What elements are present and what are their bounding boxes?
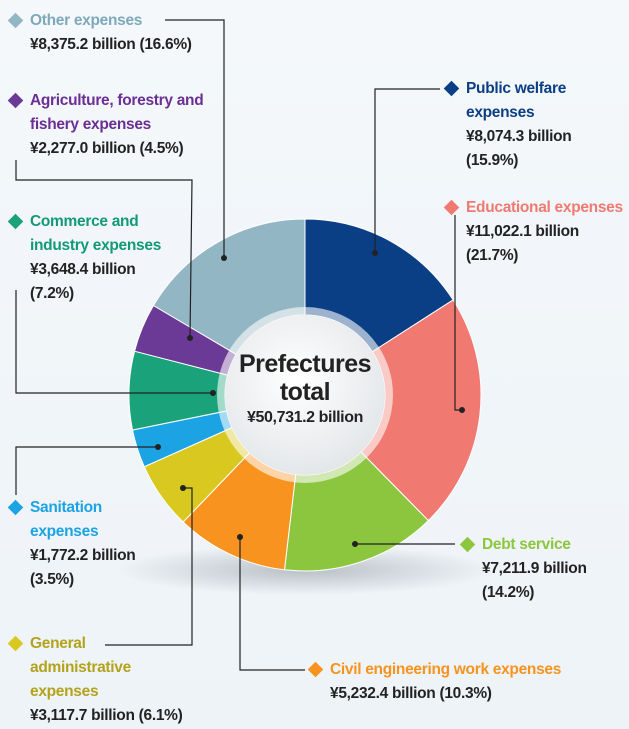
leader-dot (221, 255, 227, 261)
category-text: Debt service (482, 536, 571, 553)
category-name: Agriculture, forestry and fishery expens… (7, 89, 220, 137)
leader-dot (459, 407, 465, 413)
value-label: ¥3,117.7 billion (30, 707, 135, 724)
leader-line (105, 487, 193, 646)
value-label: ¥8,074.3 billion (466, 128, 572, 145)
value-label: ¥1,772.2 billion (30, 547, 136, 564)
share-label: (4.5%) (139, 140, 184, 157)
label: Public welfare expenses ¥8,074.3 billion … (443, 77, 616, 173)
label: General administrative expenses ¥3,117.7 … (7, 632, 290, 728)
value-label: ¥7,211.9 billion (482, 560, 587, 577)
center-title: Prefectures total (238, 350, 372, 406)
leader-dot (187, 335, 193, 341)
leader-dot (352, 541, 358, 547)
category-name: Commerce and industry expenses (7, 210, 200, 258)
share-label: (16.6%) (139, 36, 192, 53)
share-label: (7.2%) (30, 285, 74, 302)
category-name: Other expenses (7, 9, 230, 33)
center-label: ¥50,731.2 billion (247, 409, 363, 426)
leader-line (165, 19, 225, 258)
share-label: (21.7%) (466, 247, 519, 264)
amount: ¥2,277.0 billion (4.5%) (30, 137, 290, 161)
value-label: ¥11,022.1 billion (466, 223, 579, 240)
leader-dot (237, 534, 243, 540)
category-text: Agriculture, forestry and fishery expens… (30, 92, 204, 133)
amount: ¥3,648.4 billion (7.2%) (30, 258, 180, 306)
category-text: Commerce and industry expenses (30, 213, 162, 254)
leader-dot (372, 250, 378, 256)
category-name: General administrative expenses (7, 632, 170, 704)
amount: ¥8,074.3 billion (15.9%) (466, 125, 616, 173)
share-label: (6.1%) (138, 707, 183, 724)
share-label: (10.3%) (439, 685, 492, 702)
category-name: Public welfare expenses (443, 77, 596, 125)
category-text: Sanitation expenses (30, 499, 102, 540)
value-label: ¥8,375.2 billion (30, 36, 136, 53)
amount: ¥7,211.9 billion (14.2%) (482, 557, 629, 605)
category-name: Debt service (459, 533, 629, 557)
leader-line (15, 290, 213, 394)
value-label: ¥5,232.4 billion (330, 685, 436, 702)
label: Commerce and industry expenses ¥3,648.4 b… (7, 210, 200, 306)
leader-line (15, 160, 193, 339)
label: Other expenses ¥8,375.2 billion (16.6%) (7, 9, 290, 57)
label: Civil engineering work expenses ¥5,232.4 … (307, 658, 629, 706)
amount: ¥8,375.2 billion (16.6%) (30, 33, 290, 57)
category-name: Civil engineering work expenses (307, 658, 629, 682)
leader-line (15, 446, 158, 495)
leader-dot (155, 444, 161, 450)
category-text: Other expenses (30, 12, 143, 29)
value-label: ¥2,277.0 billion (30, 140, 136, 157)
leader-dot (210, 390, 216, 396)
amount: ¥5,232.4 billion (10.3%) (330, 682, 629, 706)
category-text: Public welfare expenses (466, 80, 567, 121)
category-text: General administrative expenses (30, 635, 131, 700)
center-text: Prefectures total ¥50,731.2 billion (225, 350, 385, 430)
label: Agriculture, forestry and fishery expens… (7, 89, 290, 161)
label: Debt service ¥7,211.9 billion (14.2%) (459, 533, 629, 605)
amount: ¥3,117.7 billion (6.1%) (30, 704, 290, 728)
value-label: ¥3,648.4 billion (30, 261, 136, 278)
label: Sanitation expenses ¥1,772.2 billion (3.5… (7, 496, 170, 592)
share-label: (3.5%) (30, 571, 74, 588)
leader-dot (180, 485, 186, 491)
share-label: (14.2%) (482, 584, 535, 601)
share-label: (15.9%) (466, 152, 519, 169)
category-name: Educational expenses (443, 196, 629, 220)
label: Educational expenses ¥11,022.1 billion (2… (443, 196, 629, 268)
amount: ¥11,022.1 billion (21.7%) (466, 220, 616, 268)
amount: ¥1,772.2 billion (3.5%) (30, 544, 170, 592)
center-circle (225, 315, 385, 475)
category-name: Sanitation expenses (7, 496, 140, 544)
leader-line (374, 88, 440, 253)
category-text: Educational expenses (466, 199, 623, 216)
category-text: Civil engineering work expenses (330, 661, 562, 678)
leader-line (239, 537, 305, 671)
